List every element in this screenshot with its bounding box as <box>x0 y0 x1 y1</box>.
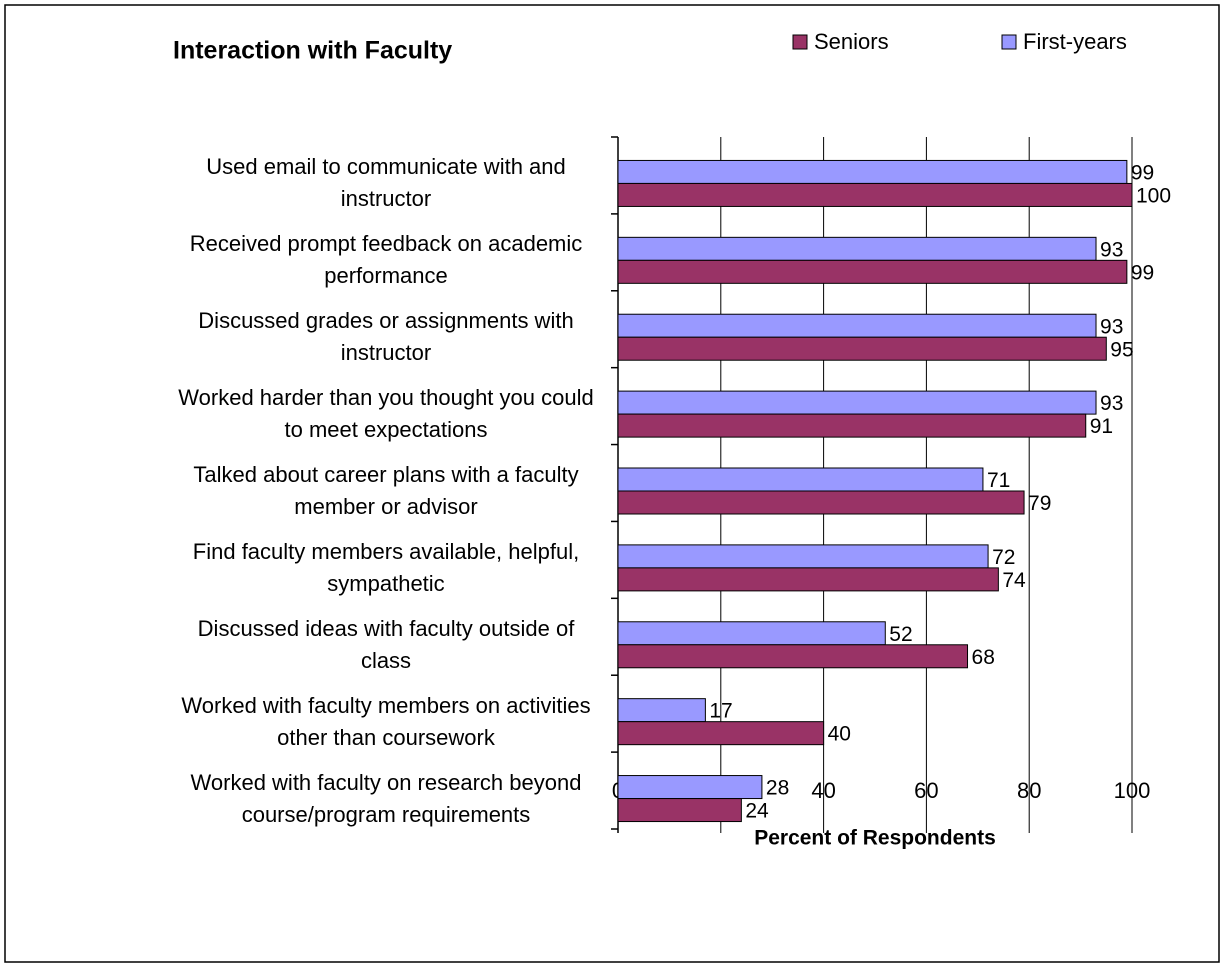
bar <box>617 490 1025 515</box>
y-tick-label: Discussed grades or assignments with ins… <box>198 308 574 366</box>
data-label: 72 <box>992 546 1015 569</box>
bar <box>617 798 742 823</box>
bar <box>617 236 1097 261</box>
data-label: 99 <box>1131 161 1154 184</box>
bar <box>617 182 1133 207</box>
legend-label: First-years <box>1023 29 1127 54</box>
bar <box>617 390 1097 415</box>
y-tick-label: Worked with faculty members on activitie… <box>181 692 591 750</box>
legend-swatch <box>1001 34 1017 50</box>
bar <box>617 621 886 646</box>
chart-title: Interaction with Faculty <box>173 37 452 65</box>
data-label: 68 <box>972 646 995 669</box>
data-label: 95 <box>1110 338 1133 361</box>
bar <box>617 567 999 592</box>
bar <box>617 159 1128 184</box>
bar <box>617 336 1107 361</box>
bar <box>617 544 989 569</box>
data-label: 93 <box>1100 238 1123 261</box>
data-label: 99 <box>1131 261 1154 284</box>
x-tick-label: 40 <box>811 778 835 803</box>
y-tick-label: Talked about career plans with a faculty… <box>193 462 579 519</box>
x-axis-title: Percent of Respondents <box>754 827 996 850</box>
data-label: 100 <box>1136 184 1171 207</box>
bar <box>617 313 1097 338</box>
bar <box>617 413 1087 438</box>
y-tick-label: Worked with faculty on research beyond c… <box>190 769 582 827</box>
data-label: 52 <box>889 623 912 646</box>
y-tick-label: Used email to communicate with and instr… <box>206 154 566 212</box>
data-label: 24 <box>745 800 769 823</box>
legend-label: Seniors <box>814 29 889 54</box>
data-label: 40 <box>828 723 851 746</box>
data-label: 17 <box>709 700 732 723</box>
data-label: 28 <box>766 777 789 800</box>
data-label: 79 <box>1028 492 1051 515</box>
y-tick-label: Received prompt feedback on academic per… <box>189 231 583 289</box>
bar <box>617 259 1128 284</box>
x-tick-label: 60 <box>914 778 938 803</box>
y-tick-label: Discussed ideas with faculty outside of … <box>197 615 575 673</box>
y-tick-label: Worked harder than you thought you could… <box>178 385 594 443</box>
data-label: 71 <box>987 469 1010 492</box>
data-label: 93 <box>1100 315 1123 338</box>
data-label: 93 <box>1100 392 1123 415</box>
bar <box>617 467 984 492</box>
bar <box>617 721 825 746</box>
bar <box>617 644 969 669</box>
x-tick-label: 100 <box>1114 778 1151 803</box>
x-tick-label: 80 <box>1017 778 1041 803</box>
data-label: 74 <box>1002 569 1026 592</box>
data-label: 91 <box>1090 415 1113 438</box>
y-tick-label: Find faculty members available, helpful,… <box>192 538 580 596</box>
legend-swatch <box>792 34 808 50</box>
